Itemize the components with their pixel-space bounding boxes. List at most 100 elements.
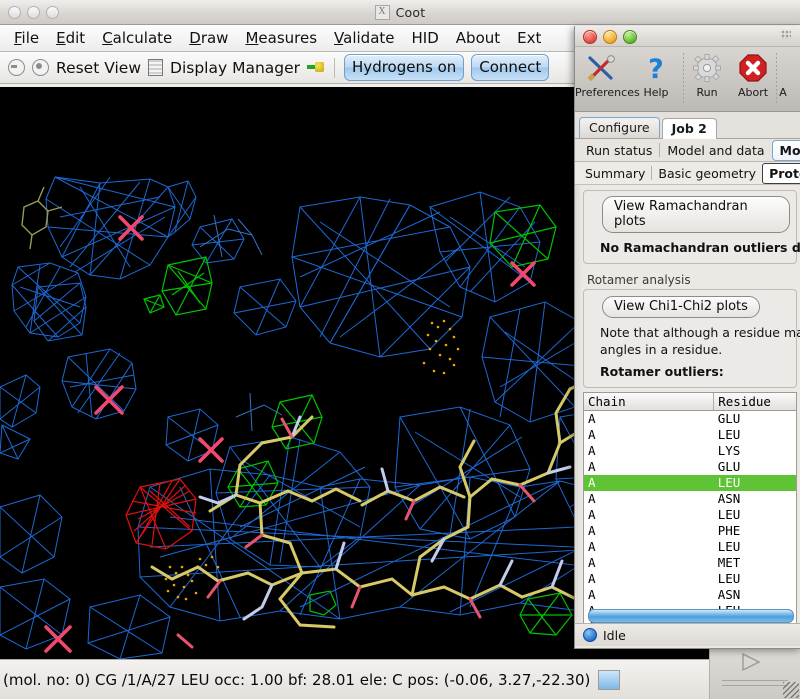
cell-chain: A	[588, 427, 596, 443]
toolbar-divider-2	[776, 53, 777, 103]
map-color-swatch[interactable]	[598, 670, 621, 690]
cell-residue-number: 19	[786, 427, 796, 443]
table-row[interactable]: A LEU 19	[584, 427, 796, 443]
cell-residue-number: 32	[786, 491, 796, 507]
window-resize-grip[interactable]	[783, 682, 799, 698]
table-horizontal-scrollbar[interactable]	[588, 609, 794, 624]
x-window-icon: X	[374, 4, 390, 20]
svg-text:?: ?	[648, 54, 664, 83]
cell-chain: A	[588, 507, 596, 523]
window-zoom-dot[interactable]	[46, 6, 59, 19]
tab-model-and-data[interactable]: Model and data	[667, 142, 765, 158]
run-button[interactable]: Run	[684, 51, 730, 99]
play-triangle-icon[interactable]	[740, 651, 762, 673]
help-button[interactable]: ? Help	[629, 51, 683, 99]
connect-button[interactable]: Connect	[471, 54, 550, 81]
cell-residue-name: ASN	[717, 491, 741, 507]
status-led-icon	[583, 628, 597, 642]
column-header-chain[interactable]: Chain	[584, 393, 715, 412]
table-row[interactable]: A ASN 99	[584, 587, 796, 603]
cell-residue-number: 40	[786, 507, 796, 523]
table-row[interactable]: ALEU27	[584, 475, 796, 492]
cell-residue-name: GLU	[717, 411, 741, 427]
menu-validate[interactable]: Validate	[334, 29, 395, 47]
table-row[interactable]: A LEU 59	[584, 539, 796, 555]
column-header-residue[interactable]: Residue	[713, 393, 796, 412]
tab-protein[interactable]: Protein	[762, 162, 800, 184]
molprobity-window-controls[interactable]	[583, 30, 637, 44]
molprobity-content: View Ramachandran plots No Ramachandran …	[575, 185, 800, 646]
preferences-button[interactable]: Preferences	[575, 51, 640, 99]
table-row[interactable]: A LEU 40	[584, 507, 796, 523]
go-to-atom-icon[interactable]	[307, 61, 325, 74]
tab-basic-geometry[interactable]: Basic geometry	[658, 165, 757, 181]
window-minimize-dot[interactable]	[27, 6, 40, 19]
table-row[interactable]: A ASN 32	[584, 491, 796, 507]
cell-chain: A	[588, 571, 596, 587]
strip-line-bottom	[722, 685, 788, 686]
table-row[interactable]: A PHE 54	[584, 523, 796, 539]
tab-summary[interactable]: Summary	[585, 165, 646, 181]
cell-residue-name: LEU	[717, 571, 741, 587]
tab-job-2[interactable]: Job 2	[661, 118, 717, 139]
table-row[interactable]: A GLU 17	[584, 411, 796, 428]
partial-icon	[777, 51, 789, 85]
rotamer-outliers-table[interactable]: Chain Residue AGLU17ALEU19ALYS21AGLU24AL…	[584, 393, 796, 623]
abort-button[interactable]: Abort	[730, 51, 776, 99]
cell-residue-number: 74	[786, 571, 796, 587]
molprobity-titlebar[interactable]	[575, 26, 800, 47]
scrollbar-thumb[interactable]	[588, 609, 794, 624]
table-row[interactable]: A LYS 21	[584, 443, 796, 459]
tab-divider	[659, 143, 661, 157]
display-manager-button[interactable]: Display Manager	[170, 58, 301, 77]
cell-chain: A	[588, 587, 596, 603]
view-ramachandran-plots-button[interactable]: View Ramachandran plots	[602, 196, 790, 233]
cell-chain: A	[588, 491, 596, 507]
cell-chain: A	[588, 443, 596, 459]
close-button[interactable]	[583, 30, 597, 44]
coot-titlebar: X Coot	[0, 0, 800, 25]
display-manager-icon[interactable]	[148, 59, 164, 76]
tab-molprobity[interactable]: MolProbit	[771, 139, 800, 161]
menu-edit[interactable]: Edit	[56, 29, 86, 47]
scroll-wheel-icon[interactable]	[8, 59, 25, 76]
table-row[interactable]: A GLU 24	[584, 459, 796, 475]
cell-residue-number: 17	[786, 411, 796, 428]
reset-view-button[interactable]: Reset View	[56, 58, 142, 77]
rotamer-table-body[interactable]: AGLU17ALEU19ALYS21AGLU24ALEU27AASN32ALEU…	[584, 411, 796, 623]
menu-draw[interactable]: Draw	[189, 29, 229, 47]
tabs-level3[interactable]: Summary Basic geometry Protein Cl	[575, 162, 800, 185]
cell-residue-name: LEU	[717, 427, 741, 443]
cell-residue-name: LEU	[717, 507, 741, 523]
cell-residue-name: LEU	[717, 539, 741, 555]
maximize-button[interactable]	[623, 30, 637, 44]
coot-window-controls[interactable]	[8, 6, 59, 19]
cell-residue-number: 63	[786, 555, 796, 571]
table-row[interactable]: A MET 63	[584, 555, 796, 571]
overflow-tool[interactable]: A	[777, 51, 789, 99]
menu-calculate[interactable]: Calculate	[102, 29, 173, 47]
cell-chain: A	[584, 475, 714, 492]
tab-run-status[interactable]: Run status	[586, 142, 653, 158]
menu-about[interactable]: About	[455, 29, 501, 47]
cell-chain: A	[588, 459, 596, 475]
menu-extensions[interactable]: Ext	[517, 29, 542, 47]
tab-configure[interactable]: Configure	[579, 117, 660, 138]
ramachandran-result: No Ramachandran outliers detecte	[600, 240, 800, 255]
water-molecules	[44, 215, 536, 653]
table-row[interactable]: A LEU 74	[584, 571, 796, 587]
menu-file[interactable]: File	[14, 29, 40, 47]
window-close-dot[interactable]	[8, 6, 21, 19]
tabs-level2[interactable]: Run status Model and data MolProbit	[575, 139, 800, 162]
menu-measures[interactable]: Measures	[245, 29, 318, 47]
hydrogens-on-button[interactable]: Hydrogens on	[344, 54, 465, 81]
center-target-icon[interactable]	[32, 59, 49, 76]
rotamer-outliers-table-wrap[interactable]: Chain Residue AGLU17ALEU19ALYS21AGLU24AL…	[583, 392, 797, 625]
tabs-level1[interactable]: Configure Job 2	[575, 112, 800, 139]
molprobity-toolbar[interactable]: Preferences ? Help	[575, 47, 800, 112]
view-chi1-chi2-plots-button[interactable]: View Chi1-Chi2 plots	[602, 296, 760, 318]
toolbar-grip-dots[interactable]	[781, 30, 791, 39]
minimize-button[interactable]	[603, 30, 617, 44]
cell-residue-number: 27	[785, 475, 796, 492]
menu-hid[interactable]: HID	[411, 29, 439, 47]
